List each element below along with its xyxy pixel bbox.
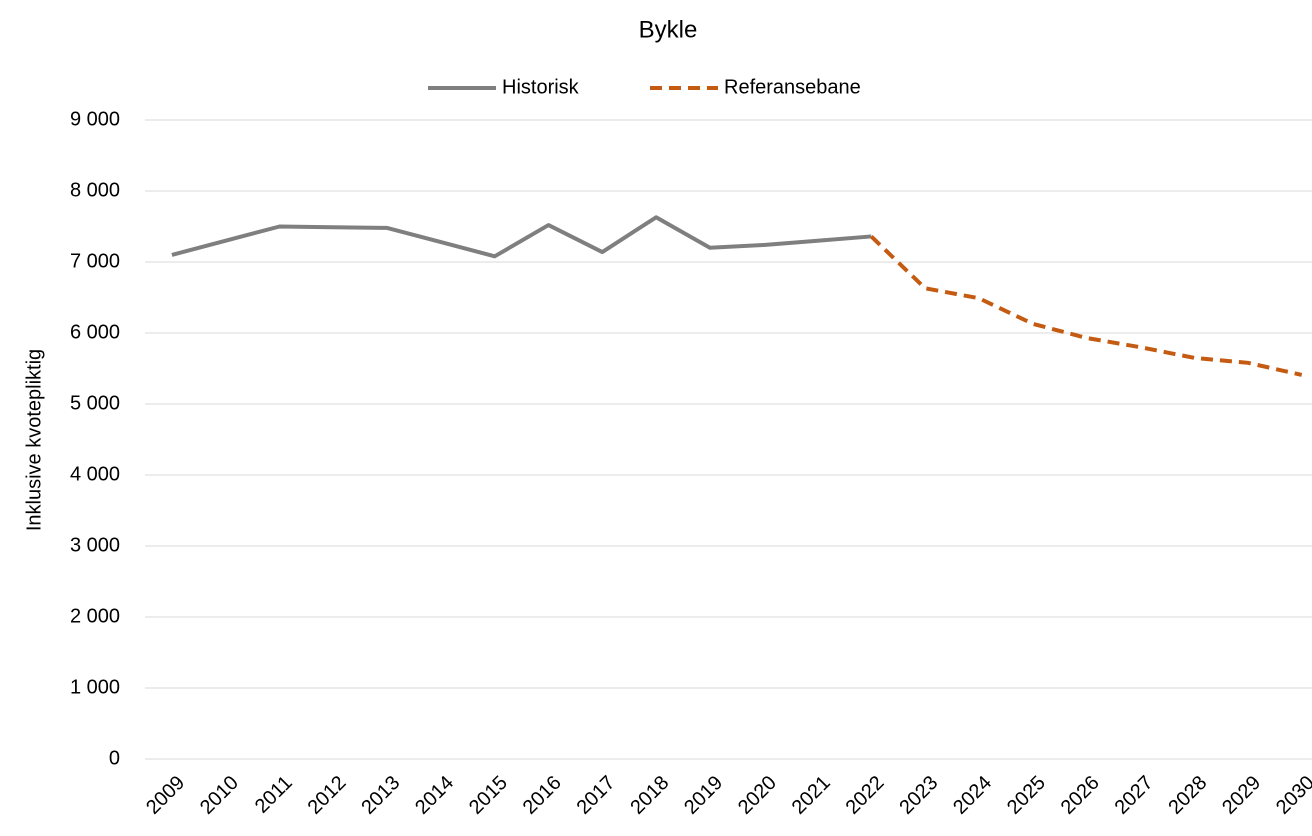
- x-tick-label: 2027: [1111, 772, 1158, 819]
- x-tick-label: 2029: [1218, 772, 1265, 819]
- y-tick-label: 5 000: [70, 392, 120, 414]
- y-tick-label: 8 000: [70, 179, 120, 201]
- x-tick-label: 2021: [788, 772, 835, 819]
- y-tick-label: 4 000: [70, 463, 120, 485]
- x-tick-label: 2011: [251, 772, 297, 818]
- y-tick-label: 0: [109, 747, 120, 769]
- x-tick-label: 2018: [626, 772, 673, 819]
- x-tick-label: 2017: [573, 772, 620, 819]
- x-tick-label: 2020: [734, 772, 781, 819]
- legend-label: Referansebane: [724, 76, 861, 98]
- y-tick-label: 3 000: [70, 534, 120, 556]
- legend-label: Historisk: [502, 76, 580, 98]
- y-tick-label: 6 000: [70, 321, 120, 343]
- x-tick-label: 2025: [1003, 772, 1050, 819]
- y-tick-label: 9 000: [70, 108, 120, 130]
- y-tick-label: 7 000: [70, 250, 120, 272]
- x-tick-label: 2030: [1272, 772, 1312, 819]
- x-tick-label: 2009: [142, 772, 189, 819]
- y-tick-label: 1 000: [70, 676, 120, 698]
- x-tick-label: 2014: [411, 772, 458, 819]
- x-tick-label: 2028: [1164, 772, 1211, 819]
- x-tick-label: 2024: [949, 772, 996, 819]
- y-axis-label: Inklusive kvotepliktig: [23, 349, 45, 531]
- x-tick-label: 2015: [465, 772, 512, 819]
- chart-title: Bykle: [639, 16, 698, 43]
- y-tick-label: 2 000: [70, 605, 120, 627]
- x-tick-label: 2013: [357, 772, 404, 819]
- x-tick-label: 2019: [680, 772, 727, 819]
- x-tick-label: 2010: [196, 772, 243, 819]
- x-tick-label: 2012: [304, 772, 351, 819]
- x-tick-label: 2026: [1057, 772, 1104, 819]
- x-tick-label: 2016: [519, 772, 566, 819]
- series-line: [171, 215, 872, 259]
- x-tick-label: 2023: [895, 772, 942, 819]
- series-line: [869, 234, 1303, 377]
- x-tick-label: 2022: [842, 772, 889, 819]
